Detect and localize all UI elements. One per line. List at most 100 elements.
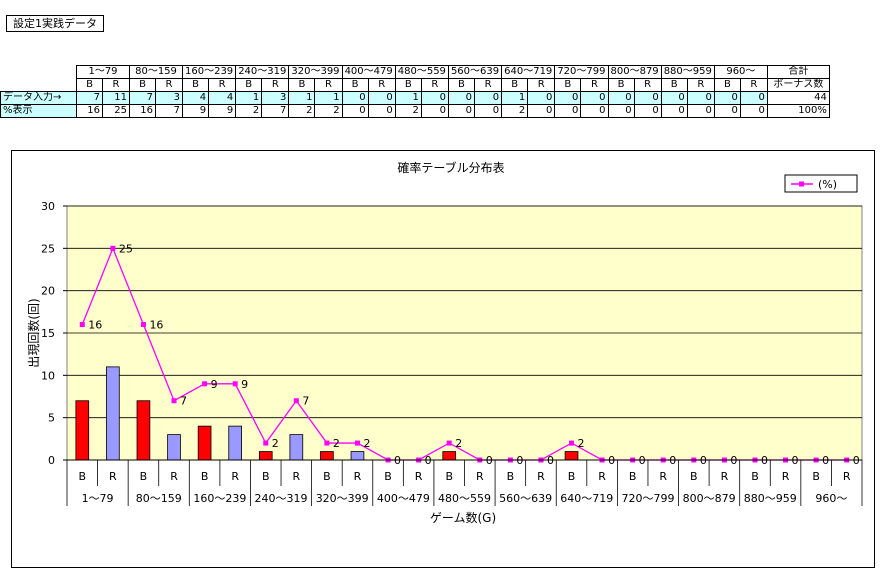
x-tick-label: R [537,470,545,483]
bar [75,400,90,461]
line-point [569,440,575,446]
table-cell[interactable]: 0 [474,91,503,105]
legend: (%) [784,174,858,193]
data-label: 9 [241,378,248,391]
y-tick-label: 0 [48,454,55,467]
table-cell[interactable]: 2 [394,104,422,118]
bar [136,400,151,461]
table-row: %表示 16 25 16 7 9 9 2 7 2 2 0 0 2 0 0 0 2 0 0 0 0 0 0 0 0 0 100% [0,104,830,118]
table-cell[interactable]: 0 [686,91,715,105]
data-label: 2 [272,437,279,450]
line-point [263,440,269,446]
x-group-label: 160〜239 [193,492,246,505]
table-cell[interactable]: 0 [660,91,688,105]
x-group-label: 560〜639 [499,492,552,505]
x-group-label: 480〜559 [438,492,491,505]
table-sub-header: R [580,78,609,92]
data-label: 7 [180,395,187,408]
x-tick-label: B [323,470,331,483]
table-cell[interactable]: 0 [367,91,396,105]
table-cell[interactable]: 0 [367,104,396,118]
x-tick-label: R [109,470,117,483]
x-group-label: 720〜799 [621,492,674,505]
x-axis-label: ゲーム数(G) [430,510,496,525]
y-tick-label: 25 [41,242,55,255]
table-cell[interactable]: 7 [155,104,183,118]
table-cell[interactable]: 1 [235,91,263,105]
x-group-label: 1〜79 [82,492,114,505]
line-point [293,398,299,404]
table-cell[interactable]: 0 [474,104,503,118]
table-row-label: %表示 [0,104,77,118]
table-cell[interactable]: 0 [607,104,635,118]
table-cell[interactable]: 1 [288,91,316,105]
table-cell[interactable]: 0 [527,91,556,105]
x-tick-label: R [721,470,729,483]
x-tick-label: B [262,470,270,483]
data-label: 2 [333,437,340,450]
table-cell[interactable]: 0 [686,104,715,118]
x-group-label: 880〜959 [744,492,797,505]
data-label: 25 [119,242,133,255]
line-point [202,381,208,387]
x-tick-label: B [568,470,576,483]
x-tick-label: B [140,470,148,483]
x-tick-label: B [812,470,820,483]
line-point [232,381,238,387]
table-cell[interactable]: 0 [633,104,662,118]
table-cell[interactable]: 4 [181,91,210,105]
table-cell[interactable]: 2 [314,104,343,118]
data-table: 1〜79 80〜159 160〜239 240〜319 320〜399 400〜479 48… [0,65,830,118]
bar [289,434,304,461]
line-point [354,440,360,446]
table-cell[interactable]: 0 [447,91,476,105]
table-cell[interactable]: 0 [420,91,449,105]
y-tick-label: 30 [41,200,55,213]
data-label: 2 [455,437,462,450]
y-tick-label: 5 [48,412,55,425]
table-cell[interactable]: 0 [607,91,635,105]
table-cell[interactable]: 7 [261,104,290,118]
line-point [446,440,452,446]
table-cell[interactable]: 0 [527,104,556,118]
line-point [171,398,177,404]
x-tick-label: R [231,470,239,483]
table-cell[interactable]: 0 [580,104,609,118]
table-cell[interactable]: 0 [580,91,609,105]
x-tick-label: B [629,470,637,483]
table-cell[interactable]: 3 [155,91,183,105]
x-tick-label: R [598,470,606,483]
legend-label: (%) [818,178,837,191]
x-tick-label: R [170,470,178,483]
table-cell[interactable]: 1 [314,91,343,105]
chart-title: 確率テーブル分布表 [397,160,504,175]
table-cell[interactable]: 3 [261,91,290,105]
data-label: 7 [302,395,309,408]
table-cell[interactable]: 1 [394,91,422,105]
table-cell[interactable]: 0 [554,91,582,105]
x-tick-label: R [476,470,484,483]
bar [350,451,365,461]
x-tick-label: B [384,470,392,483]
table-cell[interactable]: 0 [420,104,449,118]
bar [106,366,120,461]
bar [197,425,212,461]
x-tick-label: R [782,470,790,483]
table-total-cell[interactable]: 100% [766,104,830,118]
line-point [140,322,146,328]
x-tick-label: B [201,470,209,483]
table-cell[interactable]: 9 [208,104,237,118]
data-label: 9 [211,378,218,391]
bar [320,451,334,461]
x-tick-label: B [445,470,453,483]
x-tick-label: R [354,470,362,483]
x-tick-label: R [843,470,851,483]
x-tick-label: R [292,470,300,483]
x-tick-label: B [79,470,87,483]
x-tick-label: B [751,470,759,483]
x-group-label: 80〜159 [136,492,182,505]
table-cell[interactable]: 16 [129,104,156,118]
bar [564,451,579,461]
data-label: 2 [578,437,585,450]
line-point [110,245,116,251]
